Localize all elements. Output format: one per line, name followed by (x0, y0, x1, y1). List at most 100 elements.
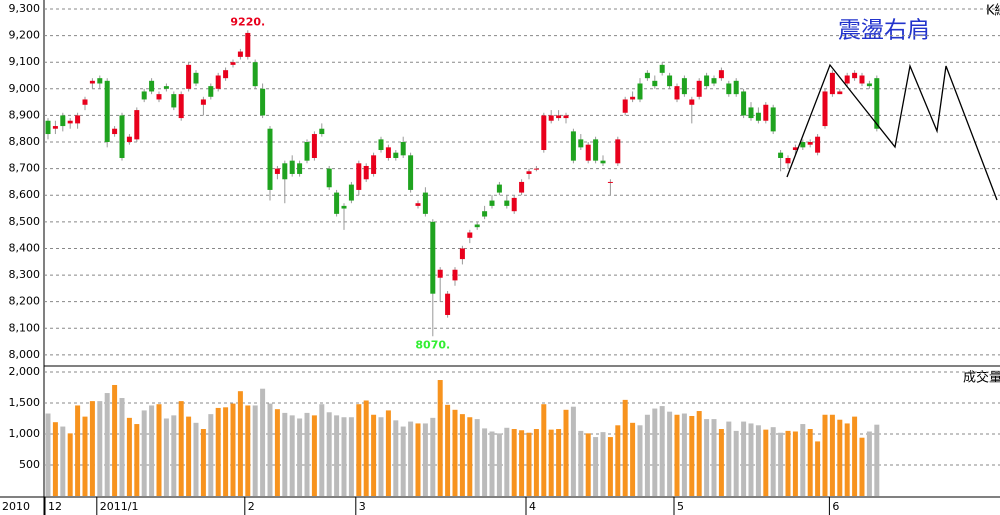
candle-body (637, 83, 643, 100)
candle-body (866, 83, 872, 87)
candle-body (844, 75, 850, 84)
volume-bar (193, 422, 199, 496)
volume-bar (297, 418, 303, 496)
volume-bar (311, 415, 317, 496)
volume-bar (778, 432, 784, 496)
candle-body (149, 80, 155, 92)
candle-body (674, 86, 680, 100)
candle-body (341, 205, 347, 209)
volume-bar (156, 404, 162, 496)
candle-body (223, 70, 229, 79)
volume-bar (52, 422, 58, 496)
candle-body (385, 147, 391, 158)
volume-bar (385, 410, 391, 496)
candle-body (792, 147, 798, 151)
candle-body (822, 91, 828, 127)
volume-bar (178, 401, 184, 496)
candle-body (297, 163, 303, 174)
volume-bar (815, 441, 821, 496)
candle-body (578, 139, 584, 148)
x-tick-label: 3 (359, 500, 366, 513)
volume-bar (859, 437, 865, 496)
candle-body (607, 181, 613, 183)
volume-bar (230, 403, 236, 496)
volume-bar (726, 421, 732, 496)
volume-bar (341, 417, 347, 496)
candle-body (282, 163, 288, 180)
volume-bar (511, 429, 517, 496)
candle-body (112, 128, 118, 135)
candle-body (267, 128, 273, 190)
volume-bar (689, 415, 695, 496)
volume-bar (459, 414, 465, 496)
y-tick-label: 8,100 (9, 321, 41, 334)
volume-bar (437, 380, 443, 496)
pattern-sketch (786, 63, 998, 201)
x-tick-label: 12 (48, 500, 62, 513)
candle-body (422, 192, 428, 214)
candle-body (504, 200, 510, 206)
candle-body (200, 99, 206, 105)
candle-body (667, 75, 673, 87)
y-tick-label: 8,900 (9, 108, 41, 121)
volume-bar (348, 417, 354, 496)
volume-bar (82, 416, 88, 496)
candle-body (615, 139, 621, 164)
y-tick-label: 2,000 (9, 365, 41, 378)
candle-body (97, 78, 103, 84)
volume-bar (866, 431, 872, 496)
candle-body (696, 80, 702, 97)
candle-body (119, 115, 125, 158)
candle-body (186, 64, 192, 89)
candle-body (748, 107, 754, 119)
volume-bar (548, 429, 554, 496)
candle-body (82, 99, 88, 105)
candle-body (859, 75, 865, 84)
candle-body (482, 211, 488, 217)
candle-body (378, 139, 384, 151)
volume-bar (696, 411, 702, 496)
volume-bar (400, 426, 406, 496)
candle-body (289, 160, 295, 174)
volume-bar (467, 417, 473, 496)
volume-bar (363, 400, 369, 496)
candle-body (630, 96, 636, 100)
volume-bar (607, 437, 613, 496)
candle-body (274, 168, 280, 174)
volume-bar (807, 429, 813, 496)
y-tick-label: 8,200 (9, 295, 41, 308)
volume-bar (637, 425, 643, 496)
candle-body (755, 112, 761, 121)
volume-bar (134, 424, 140, 496)
candle-body (652, 80, 658, 87)
volume-bar (60, 426, 66, 496)
volume-bar (267, 403, 273, 496)
candle-body (800, 142, 806, 148)
volume-bar (260, 388, 266, 496)
y-tick-label: 9,200 (9, 29, 41, 42)
marks: 8,000 8,100 8,200 8,300 8,400 8,500 8,600 8,700… (9, 2, 1000, 515)
candle-body (445, 293, 451, 315)
candle-body (252, 62, 258, 87)
candle-body (741, 91, 747, 116)
candle-body (511, 197, 517, 212)
volume-bar (149, 405, 155, 496)
volume-panel-label: 成交量 (963, 370, 1000, 386)
candle-body (371, 155, 377, 174)
year-label: 2010 (2, 500, 30, 513)
volume-bar (681, 413, 687, 496)
volume-bar (371, 414, 377, 496)
y-tick-label: 9,100 (9, 55, 41, 68)
candle-body (519, 181, 525, 193)
volume-bar (252, 405, 258, 496)
candle-body (874, 78, 880, 129)
price-panel-label: K線 (986, 3, 1000, 19)
candle-body (415, 203, 421, 206)
candle-body (311, 134, 317, 158)
x-tick-label: 5 (677, 500, 684, 513)
volume-bar (837, 419, 843, 496)
volume-bar (563, 409, 569, 496)
volume-bar (430, 417, 436, 496)
candle-body (156, 94, 162, 100)
